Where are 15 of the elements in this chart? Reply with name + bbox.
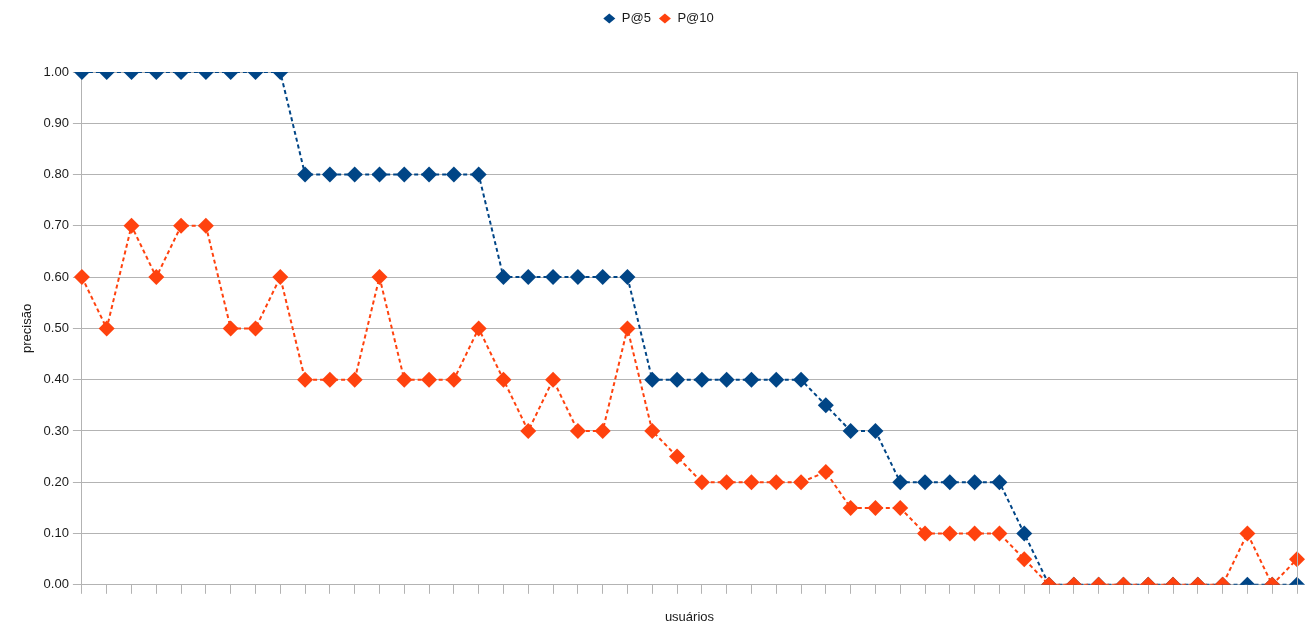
legend-label: P@5 [621, 10, 651, 26]
y-tick-label: 0.60 [43, 268, 69, 284]
legend-label: P@10 [677, 10, 714, 26]
y-tick-label: 0.40 [43, 371, 69, 387]
y-tick-label: 0.50 [43, 319, 69, 335]
y-tick-label: 0.00 [43, 576, 69, 592]
y-tick-label: 0.10 [43, 525, 69, 541]
y-tick-label: 0.90 [43, 114, 69, 130]
y-tick-label: 0.80 [43, 166, 69, 182]
y-tick-label: 0.20 [43, 473, 69, 489]
x-axis-title: usuários [664, 608, 715, 624]
y-tick-label: 0.70 [43, 217, 69, 233]
y-tick-label: 0.30 [43, 422, 69, 438]
y-tick-label: 1.00 [43, 63, 69, 79]
y-axis-title: precisão [19, 303, 35, 353]
